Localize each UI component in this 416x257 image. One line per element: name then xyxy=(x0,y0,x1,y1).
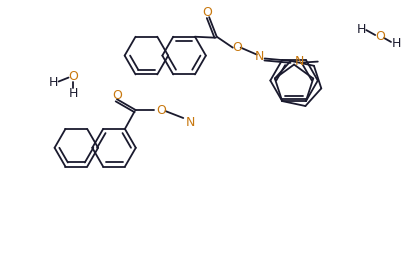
Text: O: O xyxy=(375,30,385,42)
Text: N: N xyxy=(186,116,195,130)
Text: O: O xyxy=(112,89,122,102)
Text: O: O xyxy=(69,70,78,83)
Text: O: O xyxy=(202,6,212,19)
Text: N: N xyxy=(294,55,304,68)
Text: N: N xyxy=(255,50,264,63)
Text: H: H xyxy=(49,76,58,89)
Text: H: H xyxy=(391,38,401,50)
Text: H: H xyxy=(69,87,78,100)
Text: H: H xyxy=(357,23,366,35)
Text: O: O xyxy=(156,104,166,117)
Text: O: O xyxy=(232,41,242,54)
